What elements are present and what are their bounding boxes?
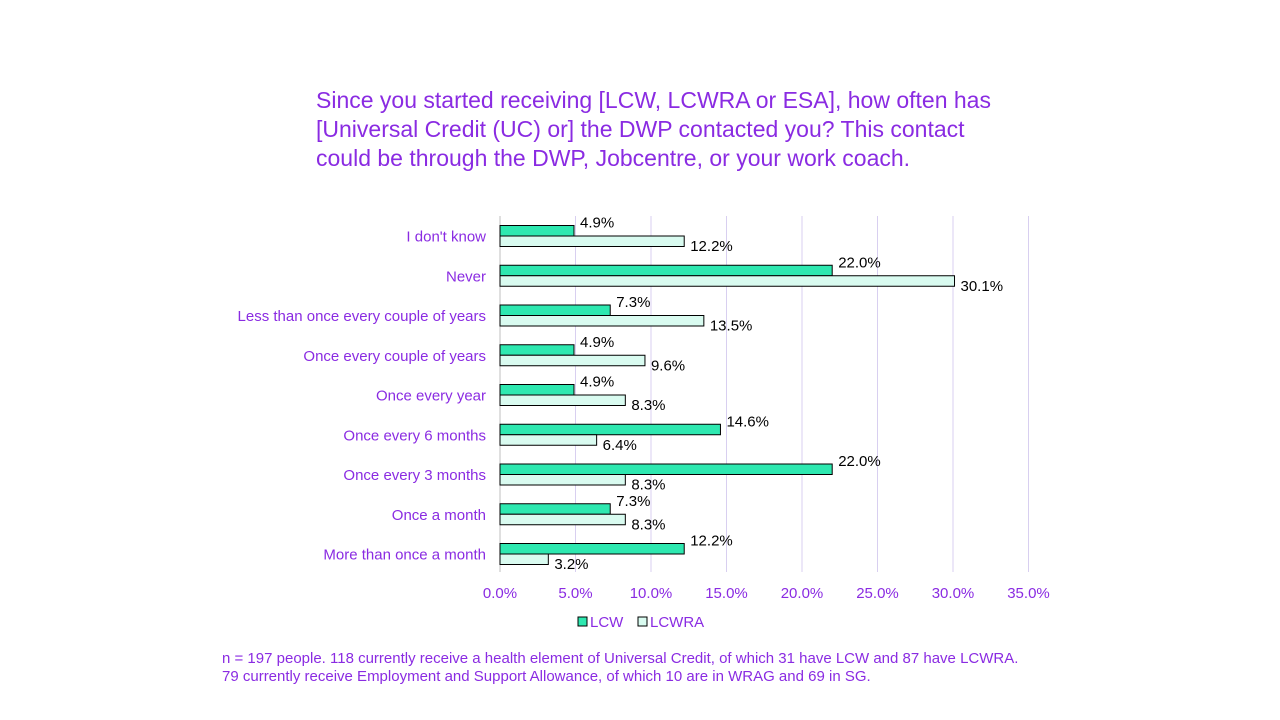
data-label-lcw: 4.9% bbox=[580, 334, 614, 351]
x-tick-label: 5.0% bbox=[558, 585, 592, 602]
bar-lcw bbox=[499, 543, 685, 555]
data-label-lcw: 12.2% bbox=[690, 533, 733, 550]
data-label-lcw: 7.3% bbox=[616, 294, 650, 311]
bar-lcw bbox=[499, 463, 833, 475]
bar-lcwra bbox=[499, 513, 626, 526]
legend-swatch-lcw bbox=[577, 616, 588, 627]
data-label-lcwra: 13.5% bbox=[710, 318, 753, 335]
bar-lcwra bbox=[499, 235, 685, 247]
bar-lcwra bbox=[499, 394, 626, 406]
category-label: I don't know bbox=[406, 229, 486, 246]
category-label: Once every 6 months bbox=[343, 427, 486, 444]
category-label: Once every couple of years bbox=[303, 348, 486, 365]
x-tick-label: 30.0% bbox=[932, 585, 975, 602]
data-label-lcw: 22.0% bbox=[838, 453, 881, 470]
category-label: Once every year bbox=[376, 388, 486, 405]
data-label-lcw: 7.3% bbox=[616, 493, 650, 510]
category-label: More than once a month bbox=[323, 547, 486, 564]
x-tick-label: 25.0% bbox=[856, 585, 899, 602]
category-label: Never bbox=[446, 268, 486, 285]
data-label-lcwra: 3.2% bbox=[554, 556, 588, 573]
data-label-lcwra: 8.3% bbox=[631, 516, 665, 533]
bar-lcw bbox=[499, 503, 611, 515]
bar-lcwra bbox=[499, 354, 646, 367]
data-label-lcw: 4.9% bbox=[580, 374, 614, 391]
bar-lcw bbox=[499, 344, 575, 356]
legend-label-lcwra: LCWRA bbox=[650, 614, 704, 631]
data-label-lcwra: 30.1% bbox=[961, 278, 1004, 295]
category-label: Once a month bbox=[392, 507, 486, 524]
footnote-line-1: n = 197 people. 118 currently receive a … bbox=[222, 650, 1019, 667]
x-tick-label: 15.0% bbox=[705, 585, 748, 602]
x-tick-label: 35.0% bbox=[1007, 585, 1050, 602]
category-label: Once every 3 months bbox=[343, 467, 486, 484]
legend-swatch-lcwra bbox=[637, 616, 648, 627]
data-label-lcwra: 8.3% bbox=[631, 397, 665, 414]
data-label-lcw: 4.9% bbox=[580, 215, 614, 232]
data-label-lcwra: 6.4% bbox=[603, 437, 637, 454]
chart-title: Since you started receiving [LCW, LCWRA … bbox=[316, 87, 991, 171]
data-label-lcw: 14.6% bbox=[726, 413, 769, 430]
bar-lcw bbox=[499, 423, 721, 436]
bar-lcwra bbox=[499, 553, 549, 565]
category-label: Less than once every couple of years bbox=[238, 308, 486, 325]
x-tick-label: 0.0% bbox=[483, 585, 517, 602]
bar-lcwra bbox=[499, 474, 626, 486]
bar-lcw bbox=[499, 304, 611, 316]
data-label-lcwra: 12.2% bbox=[690, 238, 733, 255]
footnote: n = 197 people. 118 currently receive a … bbox=[222, 650, 1122, 686]
bar-lcwra bbox=[499, 434, 598, 446]
x-tick-label: 10.0% bbox=[630, 585, 673, 602]
bar-lcwra bbox=[499, 275, 956, 287]
footnote-line-2: 79 currently receive Employment and Supp… bbox=[222, 668, 871, 685]
data-label-lcwra: 9.6% bbox=[651, 357, 685, 374]
bar-lcwra bbox=[499, 315, 705, 327]
bar-lcw bbox=[499, 225, 575, 237]
bar-lcw bbox=[499, 384, 575, 396]
legend-label-lcw: LCW bbox=[590, 614, 624, 631]
bar-lcw bbox=[499, 264, 833, 277]
data-label-lcw: 22.0% bbox=[838, 254, 881, 271]
x-tick-label: 20.0% bbox=[781, 585, 824, 602]
data-label-lcwra: 8.3% bbox=[631, 477, 665, 494]
